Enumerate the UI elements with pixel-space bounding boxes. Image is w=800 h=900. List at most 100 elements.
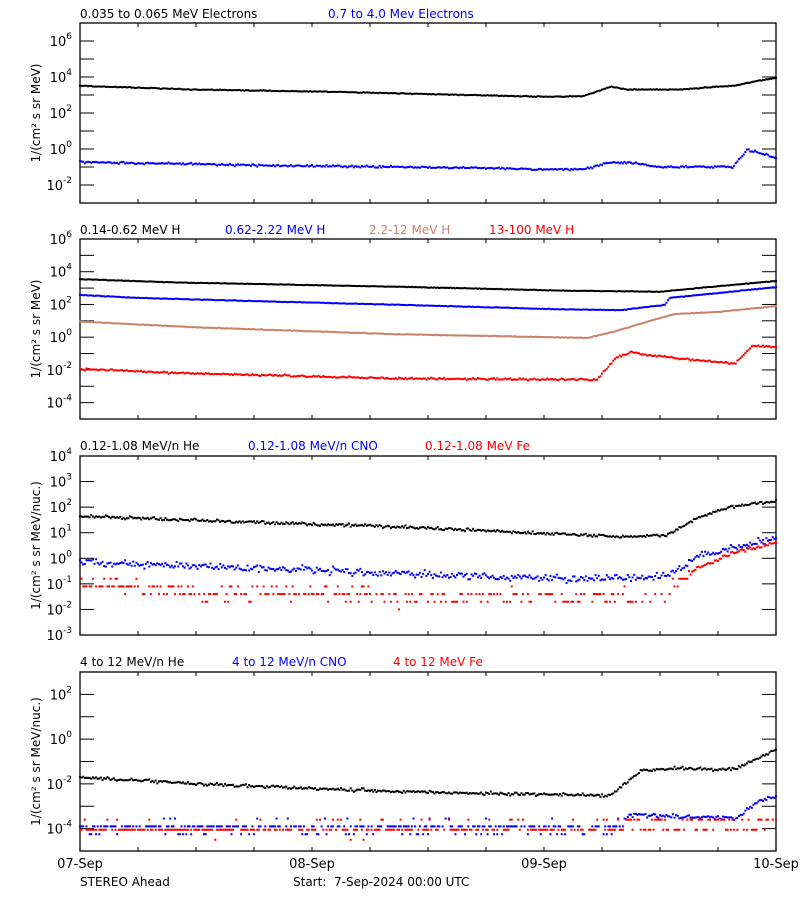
- data-point: [625, 290, 628, 293]
- data-point: [241, 282, 244, 285]
- data-point: [410, 303, 413, 306]
- data-point: [739, 83, 742, 86]
- data-point: [723, 816, 726, 819]
- data-point: [488, 306, 491, 309]
- data-point: [538, 532, 541, 535]
- data-point: [660, 316, 663, 319]
- data-point: [251, 163, 254, 166]
- data-point: [742, 504, 745, 507]
- data-point: [394, 165, 397, 168]
- data-point: [124, 322, 127, 325]
- data-point: [475, 828, 478, 831]
- data-point: [356, 302, 359, 305]
- data-point: [465, 572, 468, 575]
- data-point: [567, 579, 570, 582]
- data-point: [472, 94, 475, 97]
- data-point: [119, 161, 122, 164]
- data-point: [122, 562, 125, 565]
- data-point: [145, 371, 148, 374]
- data-point: [331, 331, 334, 334]
- data-point: [741, 308, 744, 311]
- data-point: [700, 550, 703, 553]
- data-point: [675, 88, 678, 91]
- data-point: [705, 166, 708, 169]
- data-point: [296, 329, 299, 332]
- data-point: [676, 166, 679, 169]
- data-point: [203, 833, 206, 836]
- data-point: [718, 165, 721, 168]
- data-point: [418, 92, 421, 95]
- data-point: [293, 375, 296, 378]
- data-point: [225, 327, 228, 330]
- data-point: [615, 790, 618, 793]
- data-point: [325, 569, 328, 572]
- data-point: [206, 372, 209, 375]
- data-point: [325, 90, 328, 93]
- data-point: [272, 593, 275, 596]
- data-point: [354, 828, 357, 831]
- data-point: [667, 289, 670, 292]
- data-point: [625, 327, 628, 330]
- data-point: [691, 166, 694, 169]
- data-point: [472, 166, 475, 169]
- data-point: [633, 290, 636, 293]
- data-point: [220, 828, 223, 831]
- data-point: [325, 833, 328, 836]
- data-point: [322, 524, 325, 527]
- data-point: [609, 161, 612, 164]
- data-point: [290, 787, 293, 790]
- data-point: [315, 566, 318, 569]
- data-point: [428, 165, 431, 168]
- data-point: [180, 163, 183, 166]
- data-point: [662, 303, 665, 306]
- data-point: [539, 793, 542, 796]
- data-point: [573, 794, 576, 797]
- data-point: [543, 378, 545, 381]
- data-point: [291, 521, 294, 524]
- data-point: [328, 284, 331, 287]
- data-point: [364, 523, 367, 526]
- data-point: [206, 298, 209, 301]
- data-point: [91, 161, 94, 164]
- data-point: [127, 162, 130, 165]
- data-point: [702, 359, 705, 362]
- data-point: [380, 303, 383, 306]
- data-point: [372, 91, 375, 94]
- data-point: [636, 290, 639, 293]
- data-point: [518, 335, 521, 338]
- data-point: [499, 287, 502, 290]
- data-point: [594, 379, 597, 382]
- data-point: [581, 337, 584, 340]
- data-point: [406, 286, 409, 289]
- data-point: [282, 89, 284, 92]
- data-point: [731, 817, 734, 820]
- data-point: [154, 162, 157, 165]
- data-point: [710, 286, 713, 289]
- data-point: [325, 330, 328, 333]
- data-point: [435, 527, 438, 530]
- data-point: [475, 378, 478, 381]
- data-point: [715, 292, 718, 295]
- data-point: [663, 355, 666, 358]
- data-point: [161, 280, 164, 283]
- data-point: [686, 565, 689, 568]
- data-point: [95, 368, 98, 371]
- data-point: [665, 166, 668, 169]
- data-point: [485, 306, 487, 309]
- data-point: [665, 575, 668, 578]
- data-point: [404, 791, 407, 794]
- data-point: [715, 285, 718, 288]
- data-point: [618, 825, 621, 828]
- data-point: [605, 332, 608, 335]
- data-point: [644, 306, 647, 309]
- data-point: [428, 377, 431, 380]
- data-point: [417, 377, 420, 380]
- data-point: [499, 530, 502, 533]
- data-point: [362, 285, 365, 288]
- data-point: [251, 282, 254, 285]
- data-point: [222, 327, 225, 330]
- data-point: [551, 817, 554, 820]
- data-point: [417, 166, 420, 169]
- data-point: [135, 296, 138, 299]
